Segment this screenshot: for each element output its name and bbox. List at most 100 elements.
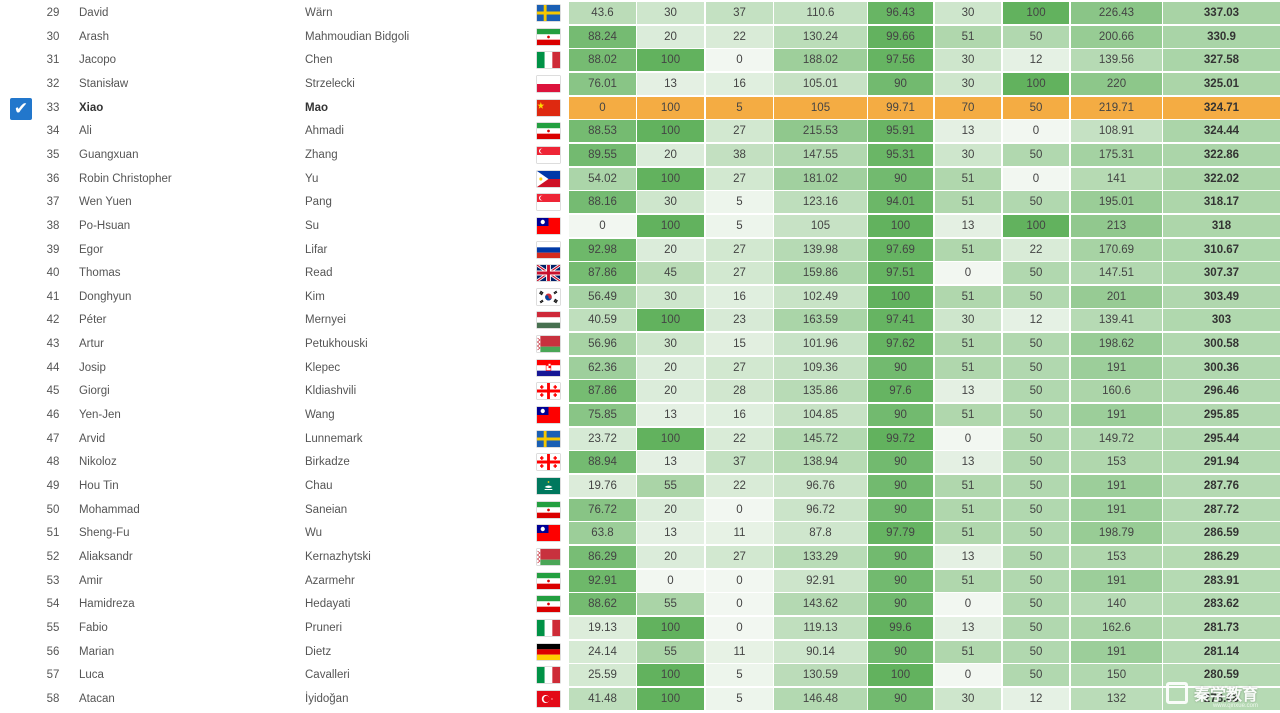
row-checkbox-check-icon[interactable]: ✔ [10,97,32,120]
score-cell: 100 [637,427,704,450]
table-row[interactable]: ✔58Atacanİyidoğan41.481005146.4890301213… [0,687,1280,711]
table-row[interactable]: ✔51Sheng-FuWu63.8131187.897.795150198.79… [0,522,1280,545]
score-cell: 100 [637,120,704,143]
table-row[interactable]: ✔55FabioPruneri19.131000119.1399.6135016… [0,616,1280,640]
score-cell: 130.59 [774,664,867,687]
score-cell: 147.55 [774,143,867,166]
score-cell: 50 [1003,356,1069,379]
score-cell: 0 [637,569,704,592]
score-cell: 153 [1071,451,1162,474]
watermark-box-icon [1165,682,1188,704]
table-row[interactable]: ✔53AmirAzarmehr92.910092.91905150191283.… [0,569,1280,593]
table-row[interactable]: ✔40ThomasRead87.864527159.8697.51050147.… [0,262,1280,285]
score-cell: 198.62 [1071,333,1162,356]
score-cell: 12 [1003,687,1069,710]
last-name-cell: Chen [305,54,333,67]
score-cell: 13 [935,214,1001,237]
table-row[interactable]: ✔44JosipKlepec62.362027109.3690515019130… [0,356,1280,380]
table-row[interactable]: ✔47ArvidLunnemark23.7210022145.7299.7205… [0,427,1280,451]
score-cell: 200.66 [1071,25,1162,48]
score-cell: 90 [868,640,933,663]
score-cell: 100 [637,309,704,332]
score-cell: 86.29 [569,545,636,568]
rank-cell: 52 [46,550,60,563]
last-name-cell: Wärn [305,7,333,19]
first-name-cell: Egor [79,243,104,256]
table-row[interactable]: ✔43ArturPetukhouski56.963015101.9697.625… [0,333,1280,356]
table-row[interactable]: ✔35GuangxuanZhang89.552038147.5595.31305… [0,143,1280,167]
last-name-cell: Yu [305,172,319,185]
score-cell: 51 [935,285,1001,308]
first-name-cell: Péter [79,314,107,327]
score-cell: 5 [706,687,773,710]
first-name-cell: Thomas [79,267,121,280]
score-cell: 37 [706,2,773,24]
iran-flag-icon [537,501,560,518]
table-row[interactable]: ✔31JacopoChen88.021000188.0297.563012139… [0,49,1280,72]
table-row[interactable]: ✔29DavidWärn43.63037110.696.4330100226.4… [0,2,1280,25]
score-cell: 139.41 [1071,309,1162,332]
table-row[interactable]: ✔57LucaCavalleri25.591005130.59100050150… [0,664,1280,687]
last-name-cell: Chau [305,480,333,492]
score-cell: 16 [706,72,773,95]
table-row[interactable]: ✔48NikolozBirkadze88.941337138.949013501… [0,451,1280,474]
first-name-cell: Yen-Jen [79,409,121,422]
table-row[interactable]: ✔42PéterMernyei40.5910023163.5997.413012… [0,309,1280,332]
score-cell: 50 [1003,640,1069,663]
score-cell: 50 [1003,191,1069,214]
score-cell: 5 [706,664,773,687]
score-cell: 100 [1003,214,1069,237]
table-row[interactable]: ✔54HamidrezaHedayati88.62550143.62900501… [0,593,1280,616]
watermark-url: www.qinxue.com [1212,703,1258,709]
score-cell: 99.66 [868,25,933,48]
sweden-flag-icon [537,430,560,447]
total-score-cell: 310.67 [1163,238,1280,261]
score-cell: 170.69 [1071,238,1162,261]
table-row[interactable]: ✔45GiorgiKldiashvili87.862028135.8697.61… [0,380,1280,403]
table-row[interactable]: ✔52AliaksandrKernazhytski86.292027133.29… [0,545,1280,569]
table-row[interactable]: ✔41DonghyunKim56.493016102.4910051502013… [0,285,1280,309]
last-name-cell: Cavalleri [305,669,350,682]
score-cell: 97.69 [868,238,933,261]
total-score-cell: 283.62 [1163,593,1280,616]
table-row[interactable]: ✔32StanisławStrzelecki76.011316105.01903… [0,72,1280,96]
score-cell: 13 [935,545,1001,568]
rank-cell: 45 [46,385,60,398]
table-row[interactable]: ✔46Yen-JenWang75.851316104.8590515019129… [0,404,1280,427]
score-cell: 0 [935,427,1001,450]
table-row[interactable]: ✔56MarianDietz24.14551190.14905150191281… [0,640,1280,664]
total-score-cell: 324.71 [1163,96,1280,119]
table-row[interactable]: ✔34AliAhmadi88.5310027215.5395.91130108.… [0,120,1280,143]
score-cell: 175.31 [1071,143,1162,166]
score-cell: 13 [935,616,1001,639]
score-cell: 22 [706,475,773,497]
score-cell: 101.96 [774,333,867,356]
score-cell: 198.79 [1071,522,1162,545]
score-cell: 0 [935,262,1001,285]
score-cell: 24.14 [569,640,636,663]
score-cell: 40.59 [569,309,636,332]
table-row[interactable]: ✔ 33 Xiao Mao 0 100 5 105 99.71 70 50 219.71 324.71 [0,96,1280,120]
rank-cell: 43 [46,338,60,351]
table-row[interactable]: ✔39EgorLifar92.982027139.9897.695122170.… [0,238,1280,262]
score-cell: 90 [868,404,933,427]
total-score-cell: 337.03 [1163,2,1280,24]
total-score-cell: 324.44 [1163,120,1280,143]
score-cell: 63.8 [569,522,636,545]
score-cell: 30 [637,333,704,356]
total-score-cell: 295.85 [1163,404,1280,427]
score-cell: 87.8 [774,522,867,545]
score-cell: 50 [1003,522,1069,545]
table-row[interactable]: ✔50MohammadSaneian76.7220096.72905150191… [0,498,1280,522]
score-cell: 90 [868,593,933,616]
rank-cell: 38 [46,219,60,232]
italy-flag-icon [537,667,560,684]
last-name-cell: Mao [305,101,328,114]
score-cell: 139.98 [774,238,867,261]
rank-cell: 37 [46,196,60,209]
